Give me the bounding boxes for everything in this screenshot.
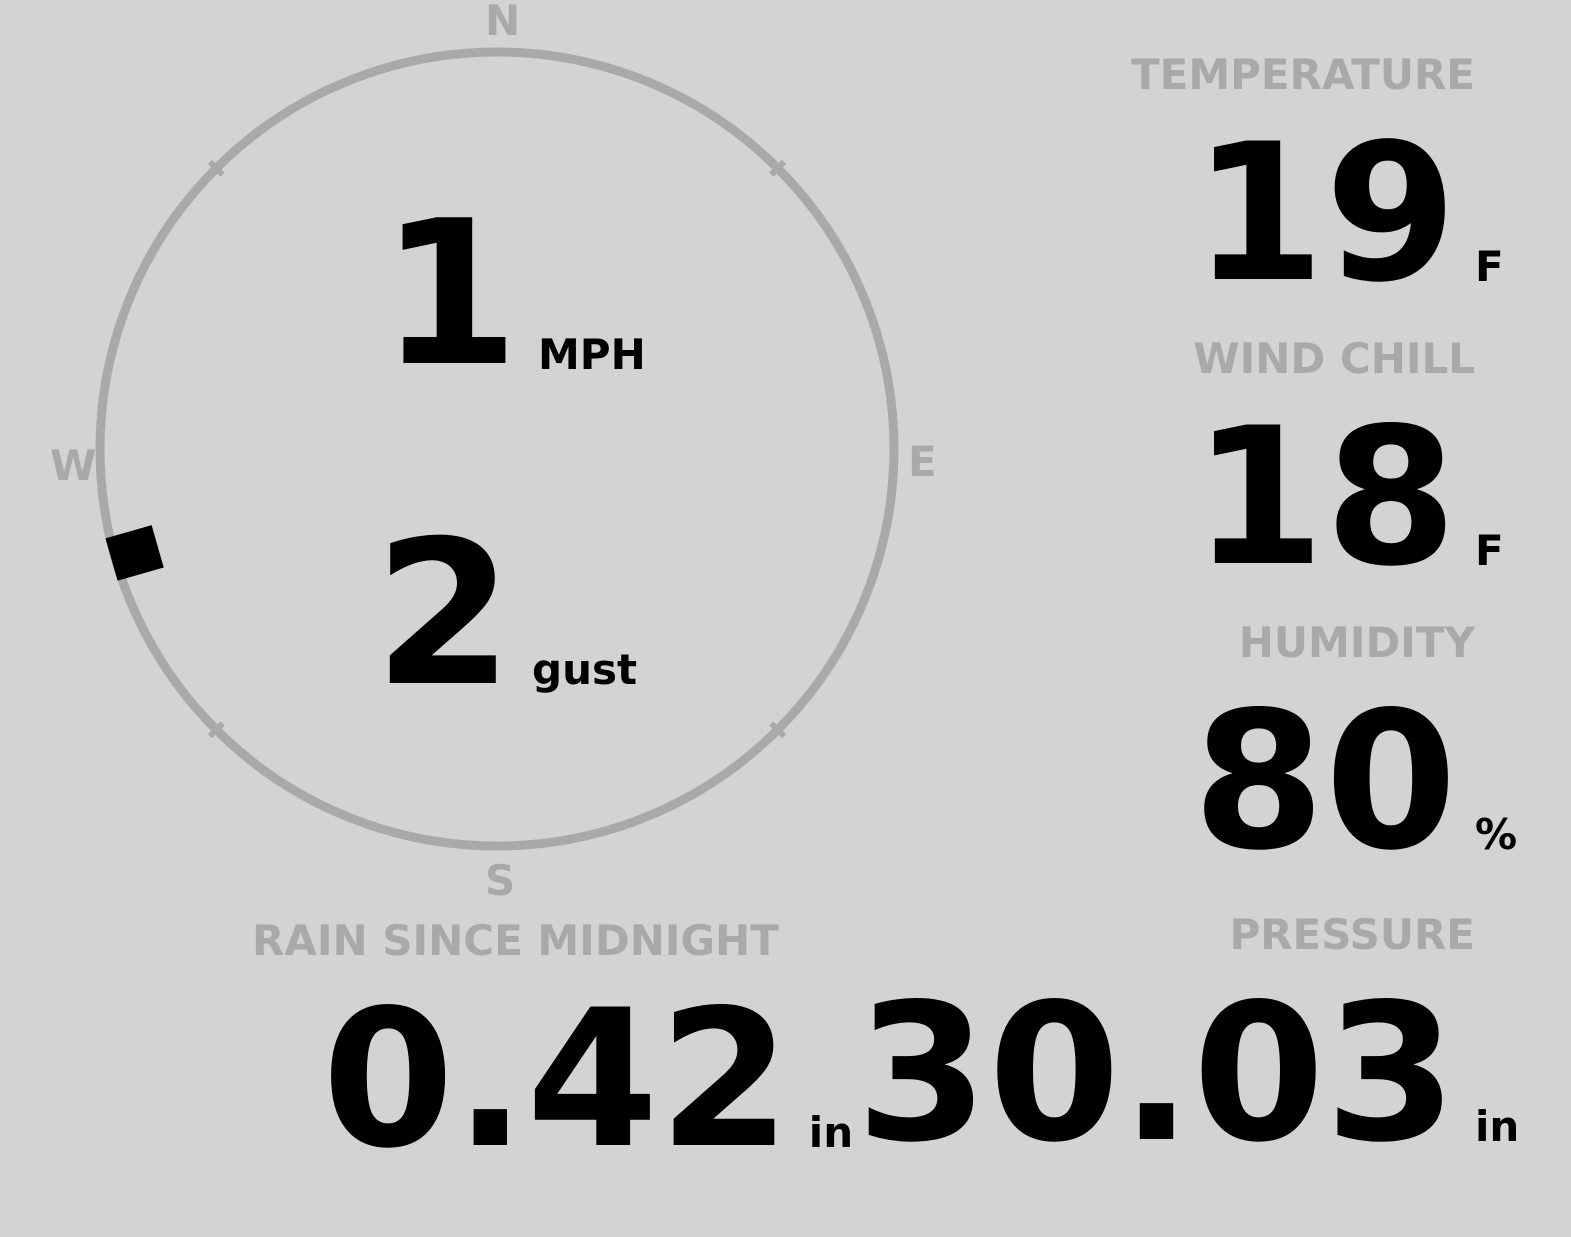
wind-gust-unit: gust <box>532 645 638 694</box>
wind-chill-value: 18 <box>1192 387 1457 609</box>
wind-speed-unit: MPH <box>538 330 646 379</box>
humidity-card: HUMIDITY 80% <box>1192 618 1518 896</box>
temperature-label: TEMPERATURE <box>1131 50 1475 99</box>
pressure-card: PRESSURE 30.03 in <box>856 910 1519 1188</box>
compass-west: W <box>50 441 97 490</box>
compass <box>95 47 899 851</box>
rain-label: RAIN SINCE MIDNIGHT <box>252 916 779 965</box>
compass-ring <box>95 47 899 851</box>
temperature-value: 19 <box>1192 103 1457 325</box>
compass-tick <box>207 159 225 177</box>
temperature-card: TEMPERATURE 19 F <box>1131 50 1504 328</box>
wind-chill-card: WIND CHILL 18 F <box>1192 334 1504 612</box>
pressure-label: PRESSURE <box>1229 910 1475 959</box>
humidity-label: HUMIDITY <box>1238 618 1475 667</box>
compass-tick <box>769 159 787 177</box>
wind-gust-value: 2 <box>374 498 514 731</box>
compass-tick <box>207 721 225 739</box>
rain-value: 0.42 <box>322 969 791 1191</box>
compass-east: E <box>908 437 937 486</box>
compass-tick <box>769 721 787 739</box>
humidity-value: 80 <box>1192 671 1457 893</box>
wind-chill-label: WIND CHILL <box>1193 334 1475 383</box>
compass-south: S <box>485 856 516 905</box>
rain-card: RAIN SINCE MIDNIGHT 0.42 in <box>252 916 853 1194</box>
wind-direction-marker <box>105 525 164 581</box>
wind-speed-value: 1 <box>380 178 520 411</box>
pressure-value: 30.03 <box>856 963 1457 1185</box>
rain-unit: in <box>808 1108 854 1157</box>
compass-north: N <box>485 0 521 45</box>
